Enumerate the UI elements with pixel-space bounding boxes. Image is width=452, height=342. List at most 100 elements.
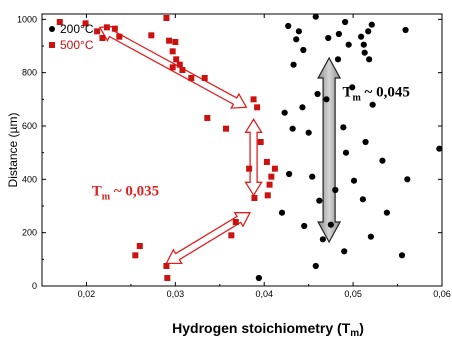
data-point-200c <box>342 149 350 156</box>
data-point-500c <box>94 28 101 35</box>
data-point-200c <box>278 209 286 216</box>
data-point-500c <box>201 75 208 81</box>
data-point-500c <box>82 20 89 27</box>
data-point-500c <box>263 159 270 165</box>
data-point-200c <box>255 274 262 282</box>
tm-annotation-symbol: T <box>342 85 352 101</box>
y-tick-label: 1000 <box>17 14 37 24</box>
data-point-200c <box>345 41 352 48</box>
data-point-500c <box>164 275 171 281</box>
data-point-500c <box>173 56 180 63</box>
legend-label: 200°C <box>60 22 94 36</box>
data-point-500c <box>111 25 118 32</box>
data-point-500c <box>56 19 63 25</box>
data-point-500c <box>188 75 195 81</box>
data-point-200c <box>359 196 366 203</box>
x-tick-label: 0,06 <box>433 289 451 299</box>
data-point-200c <box>316 197 323 204</box>
data-point-500c <box>179 67 186 73</box>
data-point-200c <box>300 46 307 54</box>
data-point-200c <box>340 124 347 131</box>
data-point-500c <box>264 192 271 199</box>
data-point-200c <box>285 22 292 30</box>
data-point-500c <box>148 32 155 39</box>
data-point-500c <box>268 173 275 180</box>
data-point-500c <box>232 219 239 225</box>
y-tick-label: 600 <box>22 121 37 131</box>
data-point-200c <box>332 186 339 194</box>
data-point-500c <box>169 48 176 55</box>
data-point-200c <box>361 49 368 56</box>
y-tick-label: 800 <box>22 68 37 78</box>
data-point-500c <box>136 243 143 249</box>
data-point-500c <box>251 195 258 201</box>
data-point-500c <box>99 35 106 41</box>
data-point-500c <box>223 125 229 132</box>
data-point-200c <box>362 138 369 146</box>
data-point-500c <box>176 61 183 68</box>
legend: 200°C 500°C <box>49 22 94 52</box>
data-point-200c <box>301 222 308 230</box>
tm-annotation: Tm ~ 0,035 <box>92 183 159 202</box>
x-axis-ticks: 0,02 0,03 0,04 0,05 0,06 <box>78 14 451 299</box>
data-point-200c <box>319 236 326 243</box>
data-point-500c <box>246 165 253 172</box>
data-point-200c <box>335 30 342 38</box>
data-point-200c <box>281 109 288 116</box>
points-layer <box>56 13 443 282</box>
y-tick-label: 0 <box>32 281 37 291</box>
data-point-200c <box>290 61 297 68</box>
data-point-200c <box>349 84 356 91</box>
data-point-200c <box>312 262 319 270</box>
data-point-200c <box>360 41 367 48</box>
data-point-500c <box>250 96 257 103</box>
data-point-200c <box>293 36 300 43</box>
data-point-200c <box>367 233 374 240</box>
y-axis-title: Distance (µm) <box>6 113 20 188</box>
data-point-200c <box>325 34 332 42</box>
data-point-200c <box>383 209 390 216</box>
data-point-200c <box>402 26 409 34</box>
data-point-500c <box>132 252 139 259</box>
x-tick-label: 0,04 <box>255 289 273 299</box>
data-point-200c <box>358 33 365 40</box>
data-point-500c <box>163 15 170 21</box>
data-point-200c <box>305 129 312 136</box>
x-tick-label: 0,05 <box>344 289 362 299</box>
data-point-500c <box>254 104 261 111</box>
tm-annotation-sub: m <box>102 191 111 202</box>
data-point-200c <box>379 157 386 164</box>
data-point-200c <box>312 13 319 20</box>
x-tick-label: 0,03 <box>167 289 185 299</box>
red-double-arrow <box>165 211 252 265</box>
data-point-200c <box>366 56 373 63</box>
data-point-500c <box>169 64 176 71</box>
data-point-200c <box>286 170 293 178</box>
data-point-200c <box>295 28 302 35</box>
x-tick-label: 0,02 <box>78 289 96 299</box>
legend-marker-200c <box>49 26 55 32</box>
data-point-500c <box>163 263 170 269</box>
data-point-500c <box>103 24 110 31</box>
data-point-200c <box>350 177 358 184</box>
data-point-200c <box>436 145 443 152</box>
legend-label: 500°C <box>60 38 94 52</box>
data-point-500c <box>228 232 235 239</box>
tm-annotation-value: ~ 0,045 <box>361 85 410 101</box>
data-point-500c <box>116 33 123 40</box>
y-axis-ticks: 0 200 400 600 800 1000 <box>17 14 442 291</box>
plot-frame <box>41 13 443 287</box>
x-axis-title-close: ) <box>359 320 364 336</box>
x-axis-title-main: Hydrogen stoichiometry (T <box>172 320 351 336</box>
data-point-200c <box>314 90 321 98</box>
data-point-500c <box>166 37 173 44</box>
data-point-200c <box>368 21 375 28</box>
data-point-500c <box>271 165 278 172</box>
y-tick-label: 400 <box>22 174 37 184</box>
data-point-500c <box>257 139 264 145</box>
tm-annotation-symbol: T <box>92 183 102 199</box>
x-axis-title-sub: m <box>350 328 359 339</box>
data-point-200c <box>323 96 330 103</box>
